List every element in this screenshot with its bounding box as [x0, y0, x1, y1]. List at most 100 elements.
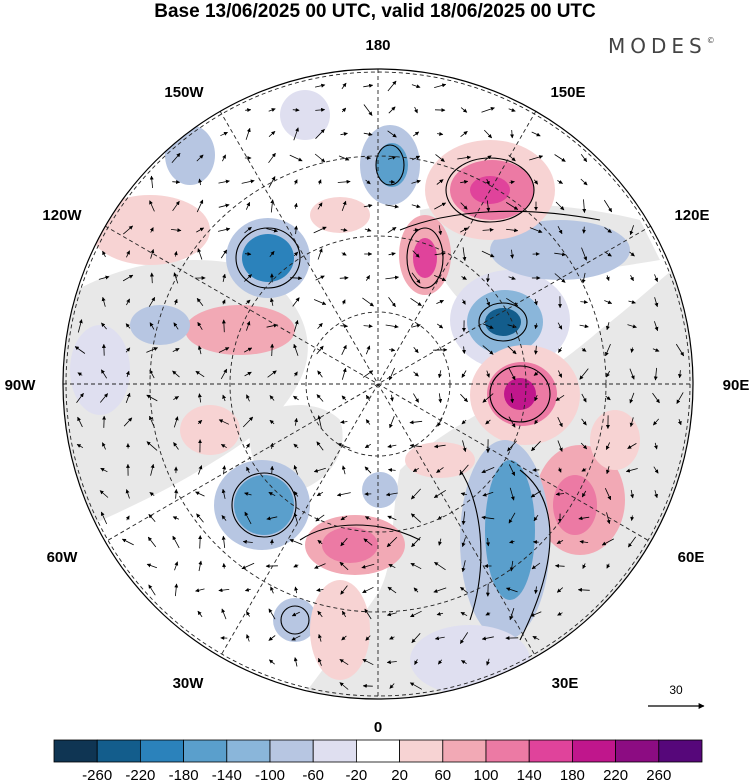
colorbar-tick-label: 140 [517, 767, 542, 783]
wind-vector [508, 367, 516, 381]
wind-vector [100, 467, 108, 473]
colorbar-swatch [139, 739, 184, 763]
wind-vector [412, 131, 420, 137]
wind-vector [625, 468, 638, 473]
wind-vector [484, 129, 492, 139]
wind-vector [481, 467, 495, 474]
modes-logo: MODES© [608, 34, 715, 58]
wind-vector [529, 227, 543, 233]
wind-vector [557, 226, 563, 235]
wind-vector [221, 535, 226, 548]
lon-label-60e: 60E [678, 549, 705, 566]
wind-vector [77, 319, 83, 333]
wind-vector [270, 465, 275, 474]
wind-vector [531, 562, 541, 570]
wind-vector [481, 107, 495, 113]
wind-vector [510, 129, 515, 139]
wind-vector [387, 227, 397, 233]
wind-vector [604, 488, 612, 501]
wind-vector [438, 393, 443, 404]
wind-vector [530, 611, 542, 617]
wind-vector [74, 346, 86, 354]
wind-vector [293, 251, 299, 257]
wind-vector [99, 393, 109, 403]
lon-label-30e: 30E [552, 675, 579, 692]
wind-vector [313, 226, 327, 234]
wind-vector [170, 228, 182, 233]
neg-anomaly-blob [234, 475, 294, 535]
wind-vector [460, 586, 468, 594]
colorbar-swatch [572, 739, 617, 763]
wind-vector [580, 178, 588, 186]
wind-vector [341, 107, 347, 113]
wind-vector [198, 465, 203, 475]
neg-anomaly-blob [410, 625, 530, 695]
wind-vector [581, 247, 588, 261]
wind-vector [509, 607, 515, 621]
wind-vector [413, 371, 419, 377]
wind-vector [149, 322, 155, 330]
wind-vector [100, 369, 108, 379]
wind-vector [554, 154, 566, 162]
colorbar-tick-label: 20 [391, 767, 408, 783]
wind-vector [246, 466, 250, 474]
wind-vector [554, 273, 566, 283]
wind-vector [268, 176, 276, 188]
wind-vector [317, 202, 323, 210]
wind-vector [173, 298, 178, 305]
wind-vector [507, 345, 517, 355]
wind-vector [484, 155, 492, 161]
wind-vector [509, 487, 515, 501]
wind-vector [460, 107, 468, 113]
wind-vector [412, 250, 420, 258]
wind-vector [554, 252, 567, 257]
wind-vector [245, 127, 251, 140]
wind-vector [341, 200, 347, 212]
wind-vector [317, 539, 323, 545]
wind-vector [146, 441, 158, 451]
wind-vector [555, 394, 565, 402]
pos-anomaly-blob [504, 378, 536, 410]
wind-vector [556, 587, 564, 593]
wind-vector [386, 612, 397, 617]
wind-vector [605, 370, 611, 378]
wind-vector [222, 563, 227, 569]
wind-vector [267, 370, 277, 378]
wind-vector [218, 347, 230, 353]
wind-vector [582, 199, 587, 213]
wind-vector [242, 416, 254, 428]
wind-vector [364, 516, 371, 521]
wind-vector [292, 297, 300, 307]
wind-vector [486, 537, 491, 547]
wind-vector [245, 443, 250, 449]
wind-vector [411, 323, 421, 328]
wind-vector [365, 419, 371, 425]
wind-vector [653, 466, 659, 474]
wind-vector [581, 467, 587, 472]
wind-vector [148, 296, 156, 307]
wind-vector [222, 394, 227, 402]
wind-vector [198, 560, 203, 572]
wind-vector [313, 299, 327, 305]
wind-vector [457, 155, 472, 160]
wind-vector [196, 154, 204, 162]
wind-vector [482, 393, 494, 403]
wind-vector [386, 660, 397, 665]
colorbar-swatch [658, 739, 703, 763]
wind-vector [123, 417, 133, 427]
wind-vector [579, 539, 589, 544]
wind-vector [577, 587, 590, 592]
wind-vector [486, 370, 490, 378]
wind-vector [605, 322, 610, 331]
wind-vector [630, 515, 635, 521]
wind-vector [389, 683, 395, 689]
wind-vector [581, 272, 586, 284]
contour [519, 469, 551, 641]
colorbar-tick-label: -220 [125, 767, 155, 783]
contour [231, 472, 297, 538]
wind-vector [534, 419, 539, 425]
wind-vector [222, 273, 227, 282]
pos-anomaly-blob [90, 195, 210, 265]
wind-vector [579, 368, 589, 380]
wind-vector [244, 347, 253, 353]
